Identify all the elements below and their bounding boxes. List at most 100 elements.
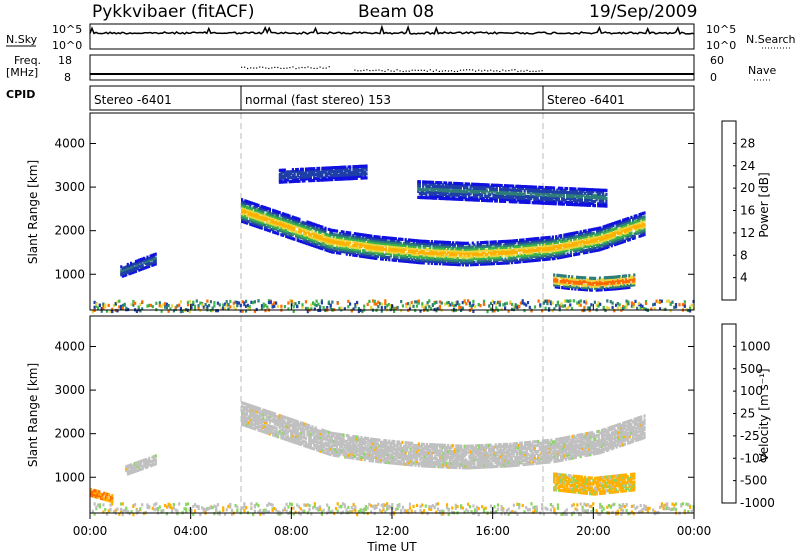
heatmap-cell xyxy=(347,237,350,241)
heatmap-cell xyxy=(505,196,508,200)
heatmap-cell xyxy=(337,177,340,181)
heatmap-cell xyxy=(438,300,441,304)
heatmap-cell xyxy=(310,307,313,311)
heatmap-cell xyxy=(459,197,462,201)
heatmap-cell xyxy=(542,246,545,250)
heatmap-cell xyxy=(365,164,368,168)
heatmap-cell xyxy=(578,246,581,250)
heatmap-cell xyxy=(370,240,373,244)
heatmap-cell xyxy=(592,194,595,198)
heatmap-cell xyxy=(371,240,375,244)
heatmap-cell xyxy=(151,255,154,259)
heatmap-cell xyxy=(254,218,257,222)
heatmap-cell xyxy=(594,249,597,253)
heatmap-cell xyxy=(454,191,457,195)
heatmap-cell xyxy=(324,230,327,234)
heatmap-cell xyxy=(310,512,313,516)
heatmap-cell xyxy=(321,229,324,233)
heatmap-cell xyxy=(576,234,579,239)
heatmap-cell xyxy=(430,196,433,200)
heatmap-cell xyxy=(292,512,295,516)
heatmap-cell xyxy=(222,303,225,307)
heatmap-cell xyxy=(341,510,345,514)
heatmap-cell xyxy=(448,181,451,185)
heatmap-cell xyxy=(576,248,579,252)
heatmap-cell xyxy=(643,307,646,311)
heatmap-cell xyxy=(126,268,129,272)
heatmap-cell xyxy=(451,185,454,189)
heatmap-cell xyxy=(281,233,285,237)
heatmap-cell xyxy=(288,234,291,238)
heatmap-cell xyxy=(331,509,334,513)
heatmap-cell xyxy=(121,266,124,270)
heatmap-cell xyxy=(476,241,479,245)
heatmap-cell xyxy=(375,247,378,251)
heatmap-cell xyxy=(592,284,595,288)
heatmap-cell xyxy=(376,249,379,253)
heatmap-cell xyxy=(615,275,618,279)
heatmap-cell xyxy=(365,255,368,259)
heatmap-cell xyxy=(295,232,298,236)
heatmap-cell xyxy=(484,240,487,244)
heatmap-cell xyxy=(309,221,312,225)
heatmap-cell xyxy=(93,512,96,516)
heatmap-cell xyxy=(554,281,557,285)
heatmap-cell xyxy=(500,189,503,194)
heatmap-cell xyxy=(420,255,424,259)
heatmap-cell xyxy=(435,300,438,304)
heatmap-cell xyxy=(363,507,366,511)
heatmap-cell xyxy=(295,222,298,226)
heatmap-cell xyxy=(317,508,320,512)
heatmap-cell xyxy=(576,281,579,285)
heatmap-cell xyxy=(628,234,631,238)
heatmap-cell xyxy=(362,172,365,176)
heatmap-cell xyxy=(410,300,413,305)
heatmap-cell xyxy=(445,248,448,252)
heatmap-cell xyxy=(181,309,184,313)
heatmap-cell xyxy=(445,252,448,256)
heatmap-cell xyxy=(571,245,574,249)
heatmap-cell xyxy=(441,195,444,199)
heatmap-cell xyxy=(553,283,556,287)
heatmap-cell xyxy=(590,303,593,307)
heatmap-cell xyxy=(555,244,558,249)
heatmap-cell xyxy=(461,193,464,198)
heatmap-cell xyxy=(472,299,475,303)
heatmap-cell xyxy=(301,177,304,181)
heatmap-cell xyxy=(612,281,615,285)
heatmap-cell xyxy=(489,242,492,246)
heatmap-cell xyxy=(445,185,448,189)
heatmap-cell xyxy=(192,302,195,306)
heatmap-cell xyxy=(597,188,600,192)
heatmap-cell xyxy=(262,512,265,516)
heatmap-cell xyxy=(621,284,624,288)
heatmap-cell xyxy=(471,251,474,255)
heatmap-cell xyxy=(412,242,415,246)
heatmap-cell xyxy=(521,196,525,200)
heatmap-cell xyxy=(531,187,534,191)
heatmap-cell xyxy=(466,190,469,194)
heatmap-cell xyxy=(518,192,521,196)
heatmap-cell xyxy=(530,187,533,191)
heatmap-cell xyxy=(465,241,468,245)
heatmap-cell xyxy=(133,268,136,272)
heatmap-cell xyxy=(479,258,482,262)
heatmap-cell xyxy=(553,275,556,279)
heatmap-cell xyxy=(223,307,227,311)
heatmap-cell xyxy=(262,207,265,211)
heatmap-cell xyxy=(582,280,585,284)
heatmap-cell xyxy=(499,255,502,259)
heatmap-cell xyxy=(492,183,495,187)
heatmap-cell xyxy=(344,177,347,181)
heatmap-cell xyxy=(566,240,569,244)
heatmap-cell xyxy=(566,282,569,286)
heatmap-cell xyxy=(343,503,346,507)
heatmap-cell xyxy=(416,243,419,247)
heatmap-cell xyxy=(319,178,322,182)
heatmap-cell xyxy=(349,509,352,513)
heatmap-cell xyxy=(467,196,471,200)
heatmap-cell xyxy=(425,257,428,261)
heatmap-cell xyxy=(603,282,606,286)
heatmap-cell xyxy=(257,207,260,211)
heatmap-cell xyxy=(491,246,494,250)
